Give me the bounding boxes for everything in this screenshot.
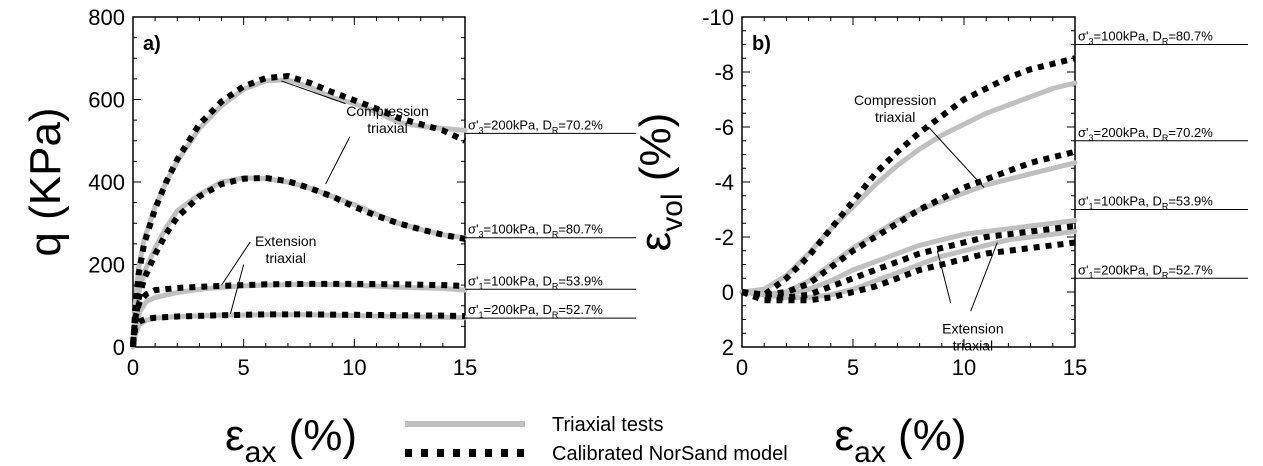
x-tick-label: 15 — [1063, 355, 1087, 380]
series-tests-line — [739, 80, 1078, 295]
legend-tests-label: Triaxial tests — [552, 414, 664, 436]
series-tests-line — [130, 312, 468, 350]
annotation-leader — [970, 242, 998, 312]
y-tick-label: 200 — [88, 253, 125, 278]
series-label: σ'3=100kPa, DR=80.7% — [1078, 29, 1213, 47]
legend-model-label: Calibrated NorSand model — [552, 443, 788, 465]
y-tick-label: -4 — [714, 170, 734, 195]
series-label: σ'1=100kPa, DR=53.9% — [468, 273, 603, 291]
annotation-text: Compression triaxial — [854, 92, 936, 125]
annotation-leader — [936, 250, 952, 304]
annotation-text: Extension triaxial — [942, 320, 1003, 353]
series-tests-line — [739, 160, 1078, 298]
x-tick-label: 10 — [952, 355, 976, 380]
series-label: σ'3=200kPa, DR=70.2% — [1078, 125, 1213, 143]
annotation-leader — [229, 264, 245, 315]
y-tick-label: 0 — [722, 280, 734, 305]
y-tick-label: 600 — [88, 88, 125, 113]
series-tests-line — [739, 229, 1078, 300]
y-tick-label: -2 — [714, 225, 734, 250]
series-model-line — [130, 174, 466, 348]
series-label: σ'3=200kPa, DR=70.2% — [468, 117, 603, 135]
y-tick-label: 2 — [722, 335, 734, 360]
y-tick-label: -8 — [714, 60, 734, 85]
x-axis-label: εax (%) — [225, 411, 357, 466]
x-axis-label: εax (%) — [835, 411, 967, 466]
series-model-line — [740, 239, 1076, 304]
y-axis-label: εvol (%) — [631, 113, 689, 252]
annotation-text: Extension triaxial — [255, 233, 316, 266]
x-tick-label: 5 — [847, 355, 859, 380]
y-tick-label: 400 — [88, 170, 125, 195]
annotation-leader — [221, 241, 251, 286]
x-tick-label: 0 — [127, 355, 139, 380]
series-label: σ'1=200kPa, DR=52.7% — [1078, 262, 1213, 280]
annotation-leader — [325, 136, 351, 185]
annotation-leader — [281, 80, 346, 105]
panel-label: b) — [752, 33, 771, 55]
panel-a-chart: 0 5 10 15 0 200 400 600 800 a) εax (%) q (KPa) σ'3=2… — [21, 5, 636, 466]
x-tick-label: 0 — [736, 355, 748, 380]
x-tick-label: 5 — [238, 355, 250, 380]
x-tick-label: 15 — [453, 355, 477, 380]
series-model-line — [130, 72, 467, 348]
y-tick-label: -10 — [702, 5, 734, 30]
series-label: σ'3=100kPa, DR=80.7% — [468, 222, 603, 240]
panel-label: a) — [143, 33, 161, 55]
series-model-line — [130, 311, 466, 346]
plot-frame — [132, 16, 466, 348]
legend: Triaxial tests Calibrated NorSand model — [405, 414, 788, 465]
x-tick-label: 10 — [342, 355, 366, 380]
y-tick-label: 0 — [113, 335, 125, 360]
y-axis-label: q (KPa) — [21, 107, 70, 256]
series-label: σ'1=100kPa, DR=53.9% — [1078, 194, 1213, 212]
annotation-leader — [928, 126, 985, 188]
series-model-line — [741, 55, 1076, 298]
series-label: σ'1=200kPa, DR=52.7% — [468, 302, 603, 320]
y-tick-label: 800 — [88, 5, 125, 30]
series-model-line — [130, 280, 466, 344]
series-tests-line — [739, 218, 1078, 298]
y-tick-label: -6 — [714, 115, 734, 140]
series-model-line — [741, 223, 1076, 301]
annotation-text: Compression triaxial — [346, 103, 428, 136]
